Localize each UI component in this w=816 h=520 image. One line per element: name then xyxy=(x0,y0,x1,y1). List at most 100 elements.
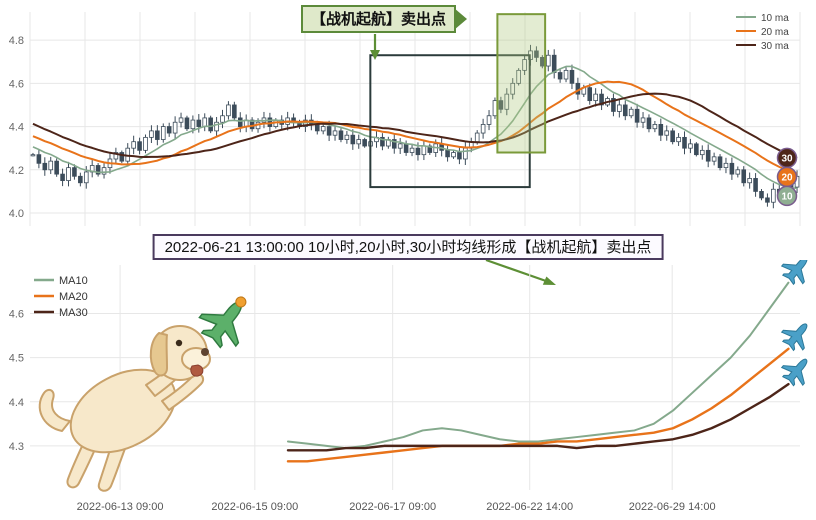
y-axis-tick-label: 4.4 xyxy=(9,397,24,409)
y-axis-tick-label: 4.3 xyxy=(9,441,24,453)
candle-body xyxy=(427,145,433,153)
candle-body xyxy=(646,117,652,130)
candle-body xyxy=(143,136,148,151)
candle-body xyxy=(232,104,237,119)
candle-body xyxy=(771,188,776,203)
legend-item-10ma[interactable]: 10 ma xyxy=(736,13,789,24)
dog-illustration xyxy=(38,296,247,492)
candle-body xyxy=(622,104,628,117)
candle-body xyxy=(694,143,699,156)
candle-body xyxy=(445,149,450,158)
candle-body xyxy=(78,175,83,184)
candle-body xyxy=(765,197,770,203)
candle-body xyxy=(332,130,338,136)
candle-body xyxy=(640,117,646,123)
candle-body xyxy=(593,93,598,102)
candle-body xyxy=(492,100,498,117)
callout-down-arrowhead xyxy=(370,50,380,60)
badge-label: 30 xyxy=(781,153,793,164)
candle-body xyxy=(628,108,634,117)
candle-body xyxy=(463,147,468,160)
x-axis-labels: 2022-06-13 09:00 2022-06-15 09:00 2022-06-… xyxy=(0,501,816,517)
legend-item-MA30[interactable]: MA30 xyxy=(34,307,88,319)
candle-body xyxy=(214,121,219,132)
legend-item-MA10[interactable]: MA10 xyxy=(34,275,88,287)
ma30-end-badge: 30 xyxy=(776,147,798,169)
airplane-shape xyxy=(780,358,808,387)
airplane-shape xyxy=(780,323,808,352)
candle-body xyxy=(705,149,711,162)
airplane-icon xyxy=(780,323,808,352)
candle-body xyxy=(95,165,101,175)
legend-item-MA20[interactable]: MA20 xyxy=(34,291,88,303)
toy-plane-icon xyxy=(198,296,247,349)
candle-body xyxy=(480,124,486,134)
candle-body xyxy=(326,126,332,136)
candle-body xyxy=(451,152,456,158)
ma30-line xyxy=(286,382,790,452)
x-axis-tick-label: 2022-06-13 09:00 xyxy=(76,501,164,513)
ma10-line xyxy=(286,281,790,450)
candle-body xyxy=(172,121,178,134)
candle-body xyxy=(457,152,462,160)
candle-body xyxy=(670,130,675,143)
x-axis-tick-label: 2022-06-22 14:00 xyxy=(486,501,574,513)
candle-body xyxy=(66,167,71,182)
candle-body xyxy=(338,130,344,140)
candle-body xyxy=(237,117,243,127)
legend-item-30ma[interactable]: 30 ma xyxy=(736,41,789,52)
candle-body xyxy=(137,141,142,151)
candle-body xyxy=(617,104,622,112)
airplane-icon xyxy=(780,260,808,286)
ma10-line xyxy=(32,65,798,190)
candle-body xyxy=(699,149,705,156)
candlestick-chart[interactable]: 4.8 4.6 4.4 4.2 4.0 10 ma 20 ma 30 ma 30 20 10 xyxy=(0,0,816,232)
legend-item-20ma[interactable]: 20 ma xyxy=(736,27,789,38)
candle-body xyxy=(557,72,563,80)
y-axis-tick-label: 4.5 xyxy=(9,353,24,365)
x-axis-tick-label: 2022-06-17 09:00 xyxy=(349,501,437,513)
candle-body xyxy=(551,54,557,73)
candle-body xyxy=(741,169,747,184)
candle-body xyxy=(587,87,593,102)
ma20-line xyxy=(32,80,798,175)
candle-body xyxy=(682,136,687,149)
candle-body xyxy=(421,145,427,156)
candle-body xyxy=(545,54,551,67)
candle-body xyxy=(202,117,208,127)
candle-body xyxy=(504,93,510,110)
badge-circle xyxy=(776,185,798,207)
legend-label: MA10 xyxy=(59,275,88,287)
candle-body xyxy=(391,139,397,149)
candle-body xyxy=(72,167,77,177)
candle-body xyxy=(48,160,54,171)
candle-body xyxy=(314,124,320,132)
signal-banner-text: 2022-06-21 13:00:00 10小时,20小时,30小时均线形成【战… xyxy=(164,239,652,256)
candle-body xyxy=(747,178,752,184)
candle-body xyxy=(759,191,764,199)
legend-label: 20 ma xyxy=(761,27,789,38)
candle-body xyxy=(362,139,367,147)
ma30-line xyxy=(32,92,798,159)
ma10-end-badge: 10 xyxy=(776,185,798,207)
candle-body xyxy=(711,156,717,162)
candle-body xyxy=(397,143,403,149)
candle-body xyxy=(249,119,255,130)
airplane-shape xyxy=(780,260,808,286)
candle-body xyxy=(409,147,415,153)
y-axis-tick-label: 4.8 xyxy=(9,35,24,47)
candle-body xyxy=(83,171,89,184)
candle-body xyxy=(184,117,190,130)
candle-body xyxy=(36,154,42,164)
candle-body xyxy=(664,130,670,136)
candle-body xyxy=(735,169,741,175)
candle-body xyxy=(723,162,729,169)
legend-label: 10 ma xyxy=(761,13,789,24)
signal-banner: 2022-06-21 13:00:00 10小时,20小时,30小时均线形成【战… xyxy=(152,234,664,260)
breakout-highlight-box xyxy=(496,13,547,154)
candle-body xyxy=(155,130,160,140)
candle-body xyxy=(380,136,385,147)
ma20-end-badge: 20 xyxy=(776,166,798,188)
candle-body xyxy=(320,126,326,132)
